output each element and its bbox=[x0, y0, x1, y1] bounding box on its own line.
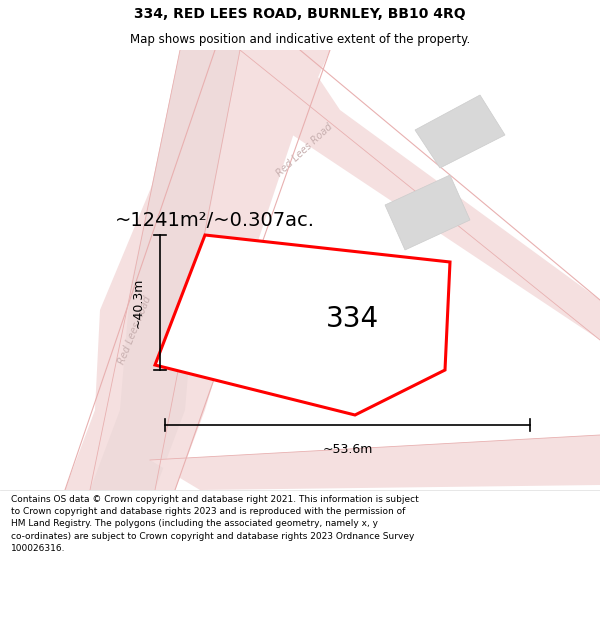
Text: 334: 334 bbox=[325, 306, 379, 333]
Polygon shape bbox=[270, 270, 360, 338]
Polygon shape bbox=[240, 50, 600, 340]
Polygon shape bbox=[235, 292, 325, 368]
Polygon shape bbox=[150, 435, 600, 490]
Text: Red Lees Road: Red Lees Road bbox=[275, 121, 335, 179]
Text: Red Lees Road: Red Lees Road bbox=[117, 294, 153, 366]
Text: Map shows position and indicative extent of the property.: Map shows position and indicative extent… bbox=[130, 34, 470, 46]
Text: ~53.6m: ~53.6m bbox=[322, 443, 373, 456]
Text: ~40.3m: ~40.3m bbox=[131, 278, 145, 328]
Polygon shape bbox=[65, 50, 330, 490]
Text: Contains OS data © Crown copyright and database right 2021. This information is : Contains OS data © Crown copyright and d… bbox=[11, 495, 419, 552]
Polygon shape bbox=[415, 95, 505, 168]
Text: 334, RED LEES ROAD, BURNLEY, BB10 4RQ: 334, RED LEES ROAD, BURNLEY, BB10 4RQ bbox=[134, 7, 466, 21]
Text: ~1241m²/~0.307ac.: ~1241m²/~0.307ac. bbox=[115, 211, 315, 229]
Polygon shape bbox=[155, 235, 450, 415]
Polygon shape bbox=[90, 50, 240, 490]
Polygon shape bbox=[385, 175, 470, 250]
